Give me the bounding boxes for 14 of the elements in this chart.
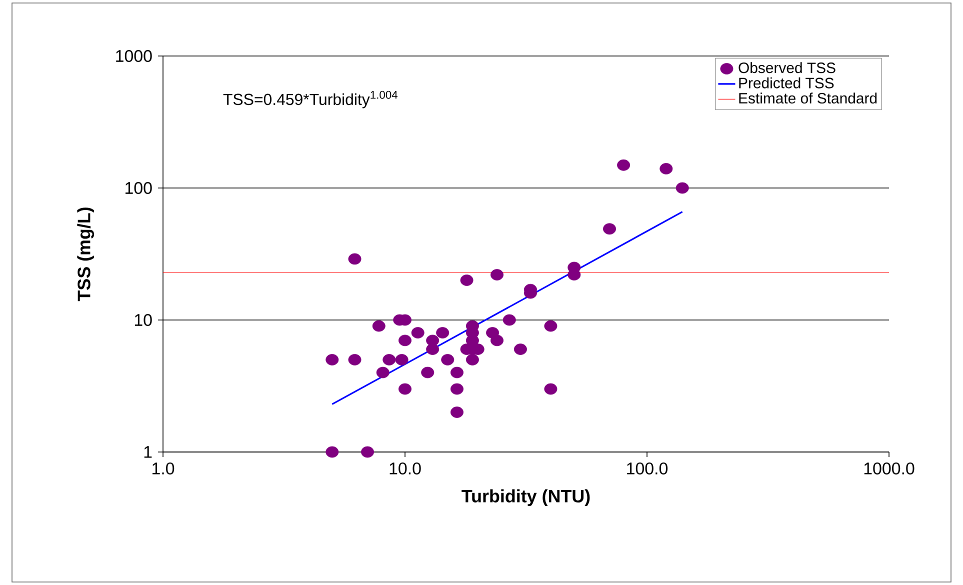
x-tick-label: 1.0 (152, 462, 174, 474)
x-tick-label: 10.0 (390, 462, 421, 474)
legend-label: Observed TSS (738, 62, 836, 74)
y-tick-label: 1000 (116, 50, 152, 62)
legend-label: Estimate of Standard (739, 92, 877, 104)
x-tick-label: 100.0 (627, 462, 668, 474)
annotation: TSS=0.459*Turbidity$^{1.004}$ (223, 90, 398, 108)
y-tick-label: 100 (126, 182, 152, 194)
x-tick-label: 1000.0 (864, 462, 914, 474)
y-tick-label: 10 (134, 314, 152, 326)
y-tick-label: 1 (144, 446, 152, 458)
x-axis-title: Turbidity (NTU) (462, 489, 590, 506)
y-axis-title: TSS (mg/L) (77, 208, 94, 302)
legend-label: Predicted TSS (739, 77, 834, 88)
